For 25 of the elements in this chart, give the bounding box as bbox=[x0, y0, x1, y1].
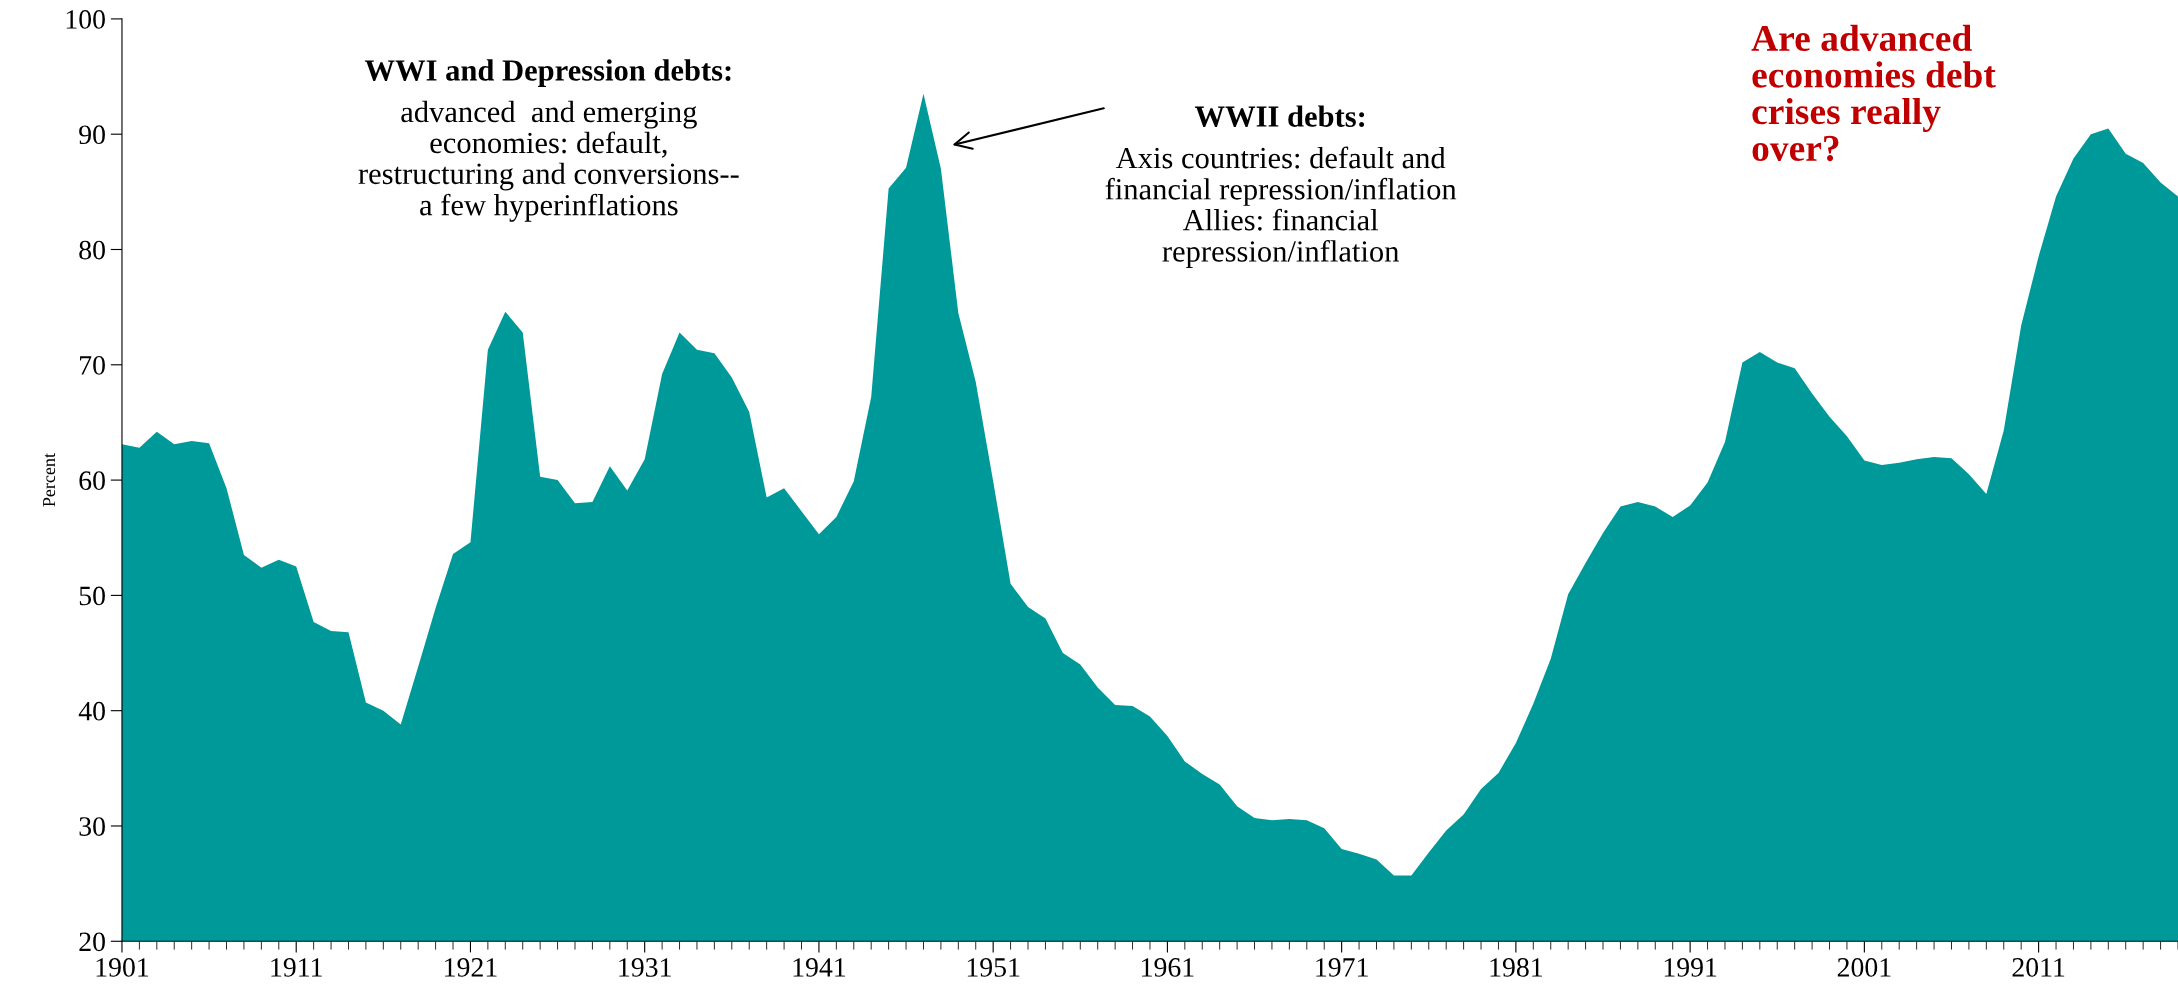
y-tick-label: 50 bbox=[79, 586, 105, 606]
x-tick-label: 2001 bbox=[1837, 958, 1891, 977]
y-tick-label: 60 bbox=[79, 471, 105, 490]
x-tick-label: 1981 bbox=[1490, 958, 1542, 977]
x-tick-label: 1951 bbox=[967, 958, 1020, 977]
y-axis-title: Percent bbox=[43, 453, 56, 507]
y-tick-label: 20 bbox=[79, 932, 105, 952]
y-tick-label: 30 bbox=[79, 817, 105, 836]
y-tick-label: 70 bbox=[80, 355, 105, 375]
x-tick-label: 2011 bbox=[2012, 958, 2065, 977]
x-tick-label: 1921 bbox=[445, 958, 497, 977]
x-tick-label: 1971 bbox=[1316, 958, 1368, 977]
x-tick-label: 1931 bbox=[619, 958, 671, 977]
x-tick-label: 1911 bbox=[271, 958, 322, 977]
annotation: WWII debts: Axis countries: default and financial repression/inflation Allies: financial repression/inflation bbox=[1105, 105, 1457, 268]
x-tick-label: 1961 bbox=[1142, 958, 1194, 977]
annotation: Are advanced economies debt crises really over? bbox=[1751, 24, 1996, 162]
x-tick-label: 1991 bbox=[1664, 958, 1717, 977]
x-tick-label: 1901 bbox=[96, 958, 149, 977]
y-tick-label: 80 bbox=[79, 240, 105, 260]
y-tick-label: 100 bbox=[66, 10, 105, 29]
y-tick-label: 90 bbox=[79, 125, 105, 145]
x-tick-label: 1941 bbox=[793, 958, 846, 977]
annotation: WWI and Depression debts: advanced and emerging economies: default, restructuring and conversions-- a few hyperinflations bbox=[358, 59, 739, 222]
y-tick-label: 40 bbox=[78, 701, 105, 721]
